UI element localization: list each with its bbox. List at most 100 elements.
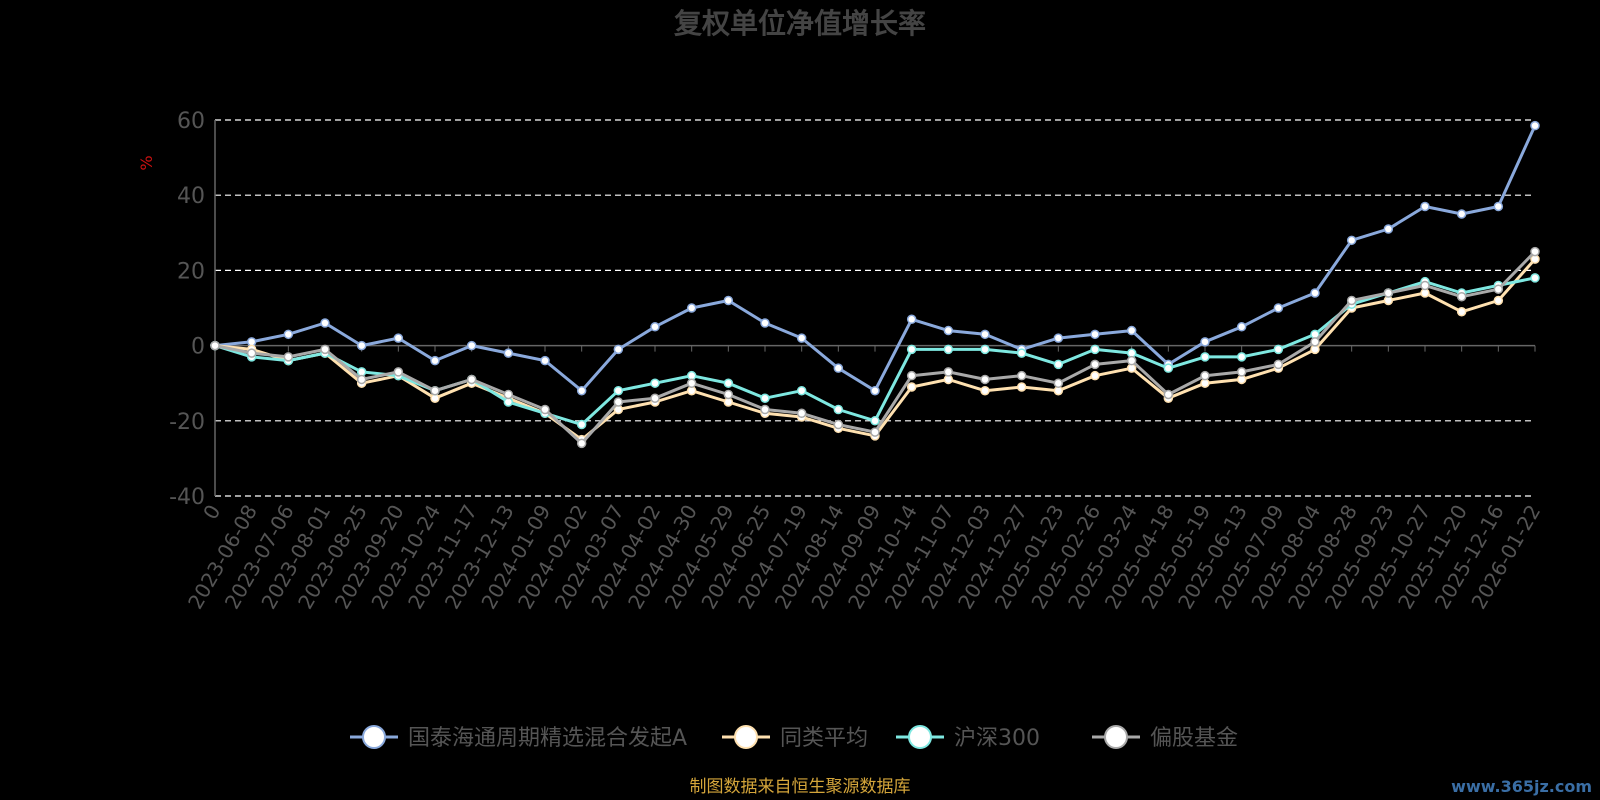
data-point	[760, 318, 770, 328]
legend-item-2[interactable]: 沪深300	[896, 725, 1040, 751]
data-point	[1383, 288, 1394, 298]
data-point	[980, 329, 990, 340]
grid-lines	[215, 119, 1535, 497]
data-point	[613, 397, 624, 407]
data-point	[576, 419, 587, 430]
data-point	[1053, 378, 1064, 388]
data-point	[980, 385, 990, 396]
data-point	[1200, 370, 1210, 381]
data-point	[503, 348, 514, 358]
data-point	[1016, 382, 1027, 392]
legend-label: 同类平均	[780, 726, 868, 751]
data-point	[943, 367, 954, 377]
data-point	[796, 333, 807, 343]
legend-label: 偏股基金	[1150, 726, 1238, 751]
data-point	[430, 355, 440, 366]
data-point	[1090, 344, 1100, 355]
legend-item-0[interactable]: 国泰海通周期精选混合发起A	[350, 725, 687, 751]
data-point	[1456, 291, 1467, 302]
data-point	[613, 385, 624, 396]
data-point	[283, 352, 294, 362]
legend-item-1[interactable]: 同类平均	[722, 725, 868, 751]
data-point	[1200, 352, 1210, 362]
watermark-text: www.365jz.com	[1451, 777, 1592, 796]
data-point	[906, 314, 917, 325]
legend-label: 沪深300	[954, 726, 1040, 751]
data-point	[1530, 246, 1540, 257]
data-point	[1493, 284, 1504, 294]
y-tick-label: 60	[177, 109, 205, 134]
data-point	[943, 344, 954, 355]
data-point	[1346, 235, 1357, 246]
data-point	[906, 382, 917, 392]
data-point	[686, 303, 697, 313]
data-point	[503, 389, 514, 400]
data-point	[1420, 201, 1430, 212]
data-point	[320, 344, 330, 355]
data-point	[1016, 348, 1027, 358]
data-point	[760, 393, 770, 403]
data-point	[870, 385, 880, 396]
data-point	[1236, 352, 1247, 362]
data-point	[686, 378, 697, 388]
data-point	[906, 370, 917, 381]
data-point	[980, 344, 990, 355]
data-point	[1493, 295, 1504, 306]
data-point	[723, 378, 734, 388]
data-point	[1420, 280, 1430, 291]
legend-marker	[734, 725, 758, 749]
data-point	[613, 344, 624, 355]
data-point	[1346, 295, 1357, 306]
x-tick-label: 0	[198, 501, 225, 524]
data-point	[796, 408, 807, 419]
legend[interactable]: 国泰海通周期精选混合发起A 同类平均 沪深300 偏股基金	[350, 725, 1238, 751]
data-point	[1126, 355, 1137, 366]
data-point	[1090, 359, 1100, 370]
series-0	[210, 120, 1540, 396]
data-point	[1016, 370, 1027, 381]
data-point	[1090, 370, 1100, 381]
series-3	[210, 246, 1540, 449]
data-point	[1530, 273, 1540, 283]
data-point	[1273, 303, 1284, 313]
data-point	[796, 385, 807, 396]
data-point	[1053, 333, 1064, 343]
data-point	[1163, 363, 1174, 373]
data-point	[1273, 359, 1284, 370]
series-lines	[210, 120, 1540, 449]
legend-marker	[1104, 725, 1128, 749]
y-tick-label: -20	[169, 410, 205, 435]
data-point	[1090, 329, 1100, 340]
data-point	[1273, 344, 1284, 355]
data-point	[1530, 120, 1540, 131]
watermark: www.365jz.com	[1451, 777, 1592, 796]
y-tick-label: 0	[191, 335, 205, 360]
chart-title: 复权单位净值增长率	[674, 7, 926, 40]
legend-marker	[362, 725, 386, 749]
data-point	[576, 385, 587, 396]
data-point	[1200, 337, 1210, 347]
data-point	[906, 344, 917, 355]
data-point	[650, 378, 660, 388]
legend-item-3[interactable]: 偏股基金	[1092, 725, 1238, 751]
data-point	[210, 340, 220, 351]
data-point	[466, 340, 477, 351]
axes: -40-20020406002023-06-082023-07-062023-0…	[169, 109, 1545, 613]
data-point	[356, 340, 367, 351]
data-point	[540, 404, 550, 415]
data-point	[833, 363, 844, 373]
data-point	[943, 325, 954, 336]
legend-label: 国泰海通周期精选混合发起A	[408, 726, 687, 751]
data-point	[870, 416, 880, 426]
data-point	[430, 385, 440, 396]
data-point	[393, 333, 404, 343]
y-tick-label: 40	[177, 184, 205, 209]
data-point	[723, 295, 734, 306]
data-point	[980, 374, 990, 385]
y-axis-label: %	[137, 155, 156, 170]
data-point	[576, 438, 587, 449]
data-point	[283, 329, 294, 340]
data-point	[246, 348, 257, 358]
data-point	[356, 374, 367, 385]
data-point	[833, 404, 844, 415]
